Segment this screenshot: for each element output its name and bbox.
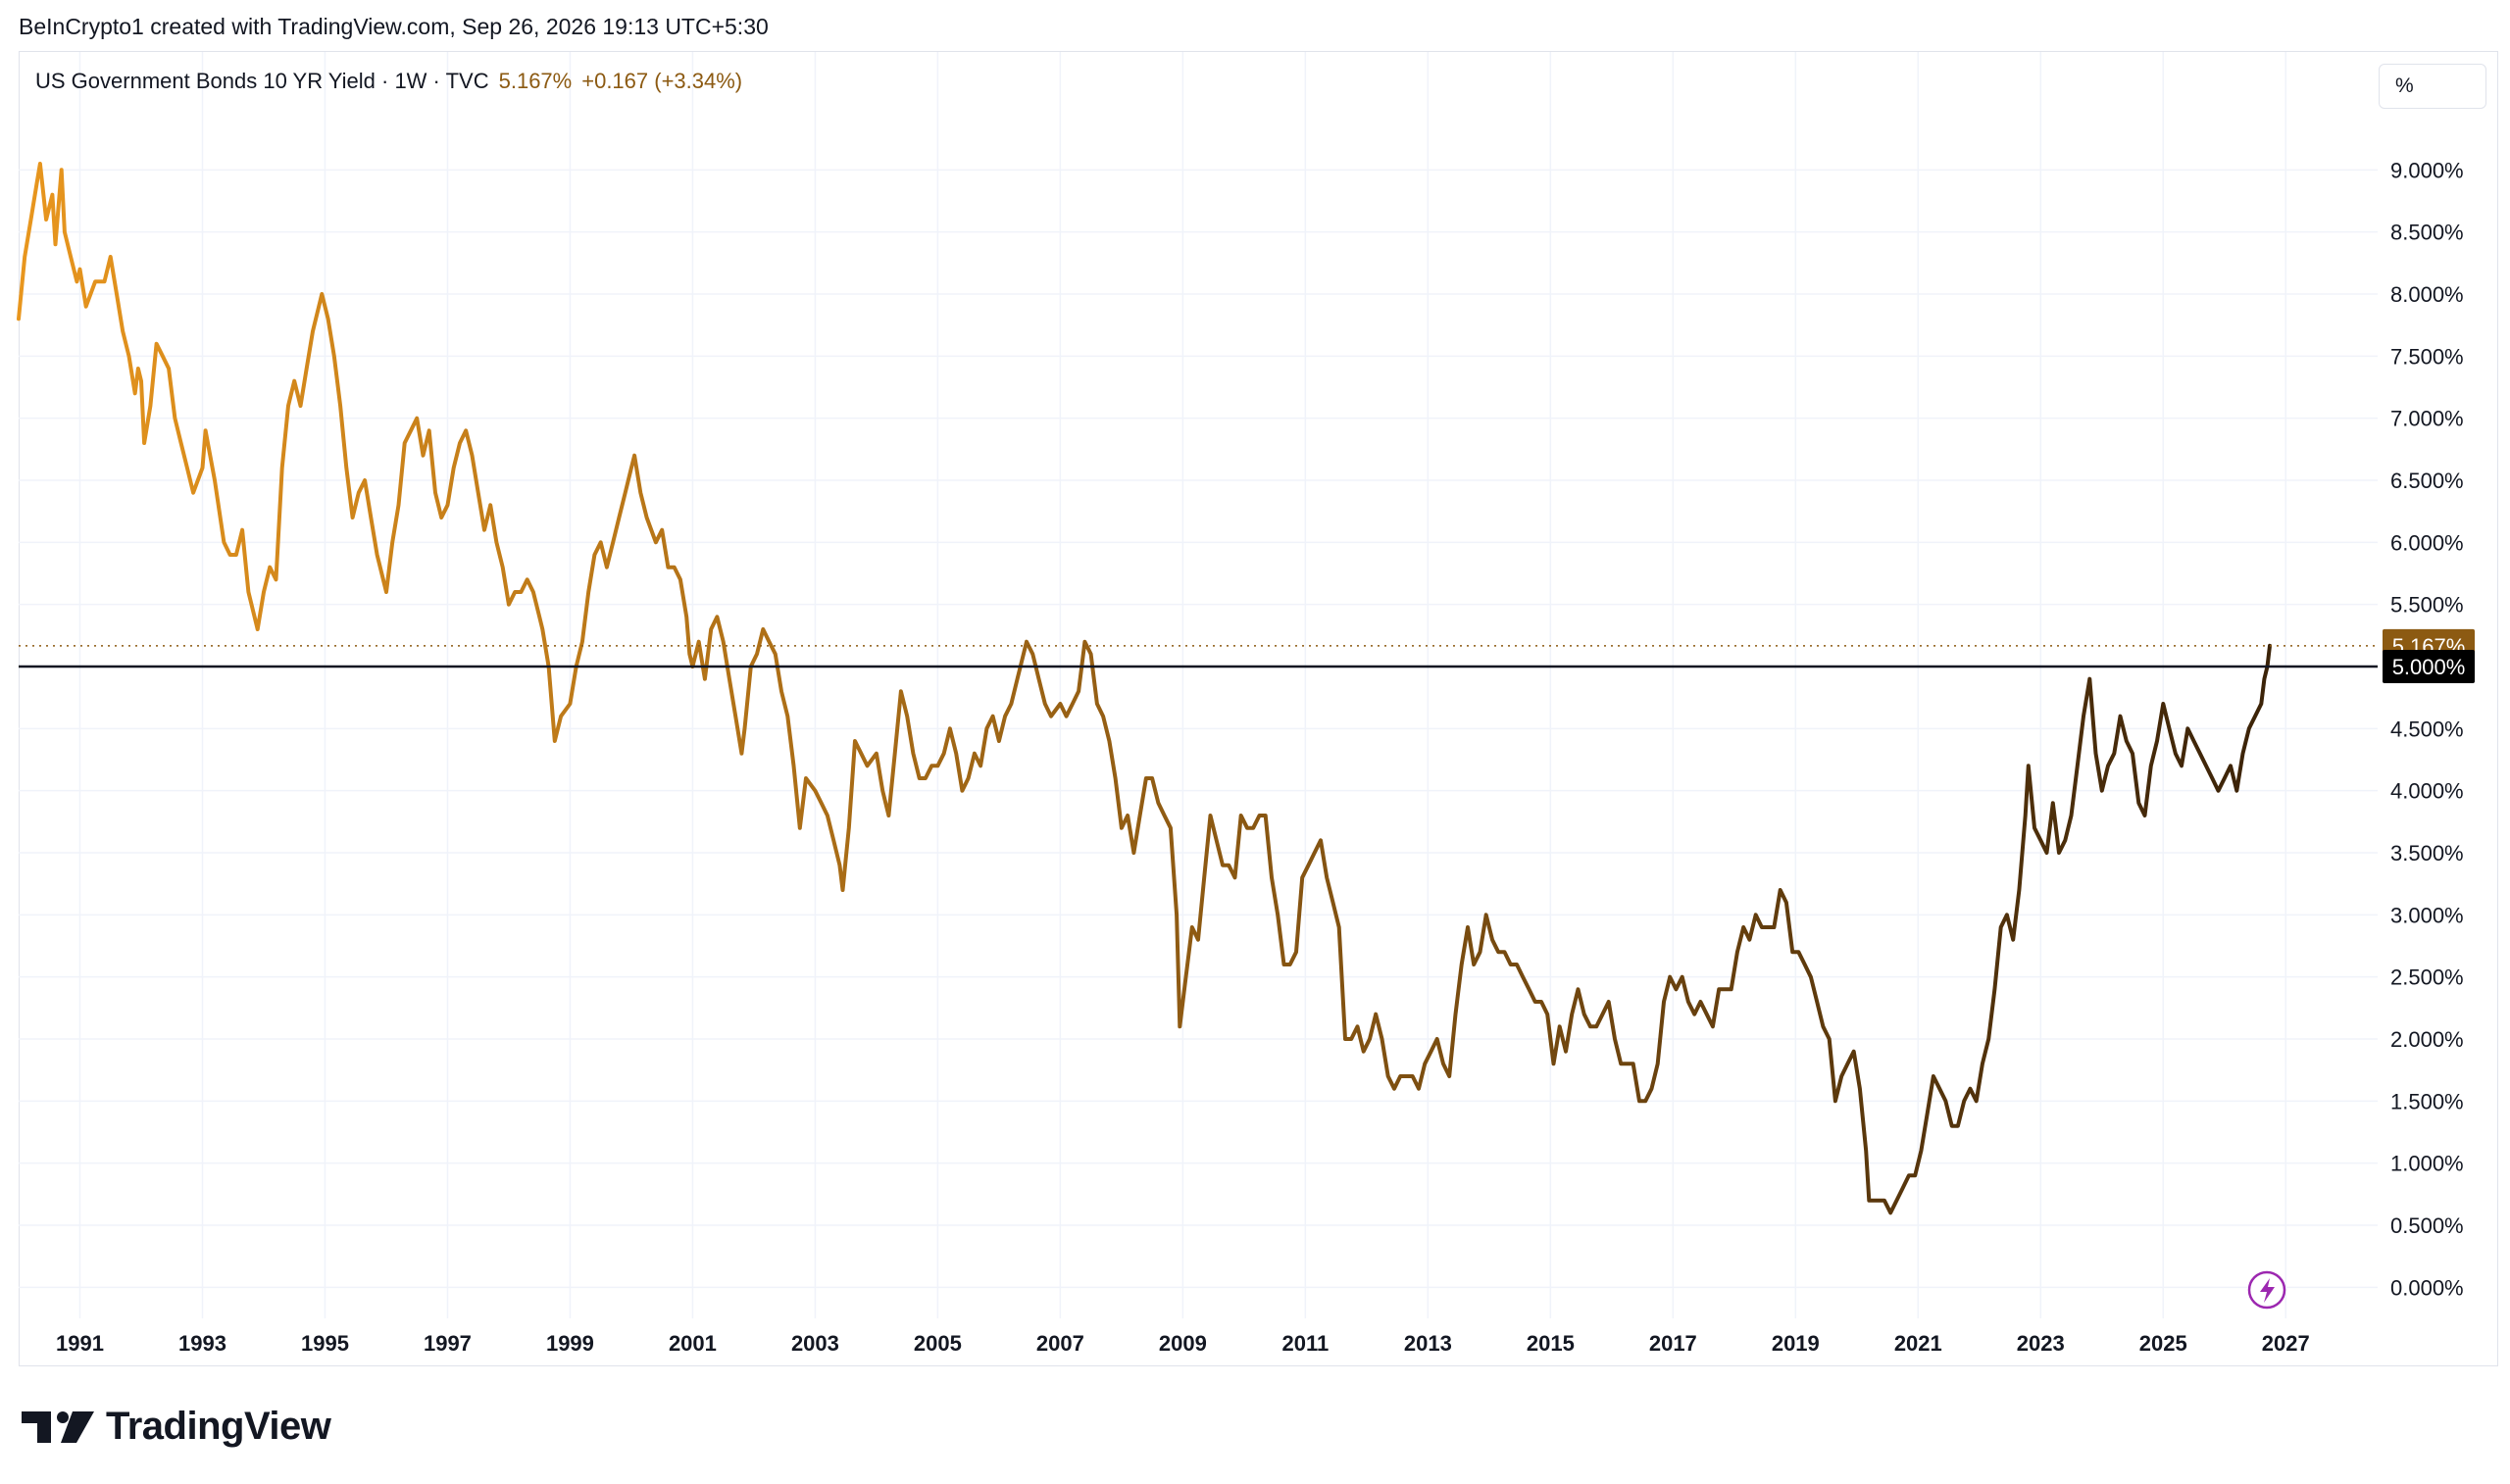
x-tick-label: 1991 <box>56 1331 104 1356</box>
y-tick-label: 6.000% <box>2390 530 2464 555</box>
level-price-label: 5.000% <box>2392 655 2466 679</box>
x-tick-label: 2007 <box>1036 1331 1084 1356</box>
level-price-tag <box>2383 650 2475 683</box>
x-tick-label: 2021 <box>1894 1331 1942 1356</box>
y-tick-label: 5.500% <box>2390 593 2464 618</box>
y-tick-label: 7.500% <box>2390 344 2464 369</box>
unit-selector[interactable]: % <box>2379 64 2486 109</box>
x-tick-label: 2009 <box>1159 1331 1207 1356</box>
y-tick-label: 2.000% <box>2390 1027 2464 1052</box>
legend-change: +0.167 (+3.34%) <box>581 69 743 93</box>
x-tick-label: 1993 <box>178 1331 226 1356</box>
y-tick-label: 4.000% <box>2390 779 2464 804</box>
legend-last-value: 5.167% <box>498 69 573 93</box>
lightning-icon[interactable] <box>2247 1270 2286 1310</box>
x-tick-label: 2011 <box>1281 1331 1329 1356</box>
symbol-legend[interactable]: US Government Bonds 10 YR Yield · 1W · T… <box>35 69 742 94</box>
y-tick-label: 7.000% <box>2390 407 2464 431</box>
y-tick-label: 1.500% <box>2390 1089 2464 1113</box>
y-tick-label: 0.000% <box>2390 1275 2464 1300</box>
chart-frame <box>19 51 2498 1366</box>
x-tick-label: 2015 <box>1527 1331 1575 1356</box>
y-tick-label: 1.000% <box>2390 1152 2464 1176</box>
yield-series-line <box>17 162 2272 1215</box>
symbol-title: US Government Bonds 10 YR Yield · 1W · T… <box>35 69 489 93</box>
y-tick-label: 8.500% <box>2390 221 2464 245</box>
x-tick-label: 2019 <box>1772 1331 1820 1356</box>
x-tick-label: 1995 <box>301 1331 349 1356</box>
y-tick-label: 3.000% <box>2390 903 2464 927</box>
lightning-icon-bolt <box>2260 1278 2275 1303</box>
x-tick-label: 2025 <box>2139 1331 2187 1356</box>
x-tick-label: 2001 <box>669 1331 717 1356</box>
x-tick-label: 2017 <box>1649 1331 1697 1356</box>
tradingview-logo-icon <box>22 1411 94 1443</box>
x-tick-label: 1999 <box>546 1331 594 1356</box>
attribution-header: BeInCrypto1 created with TradingView.com… <box>19 14 769 39</box>
y-tick-label: 2.500% <box>2390 965 2464 990</box>
x-tick-label: 2023 <box>2017 1331 2065 1356</box>
x-tick-label: 2003 <box>791 1331 839 1356</box>
y-tick-label: 6.500% <box>2390 469 2464 493</box>
y-tick-label: 0.500% <box>2390 1213 2464 1238</box>
tradingview-logo-text: TradingView <box>106 1404 331 1448</box>
y-tick-label: 8.000% <box>2390 282 2464 307</box>
x-tick-label: 1997 <box>424 1331 472 1356</box>
y-tick-label: 4.500% <box>2390 717 2464 741</box>
x-tick-label: 2027 <box>2262 1331 2310 1356</box>
y-tick-label: 3.500% <box>2390 841 2464 866</box>
tradingview-logo[interactable]: TradingView <box>22 1404 331 1449</box>
y-tick-label: 9.000% <box>2390 158 2464 182</box>
x-tick-label: 2013 <box>1404 1331 1452 1356</box>
x-tick-label: 2005 <box>914 1331 962 1356</box>
